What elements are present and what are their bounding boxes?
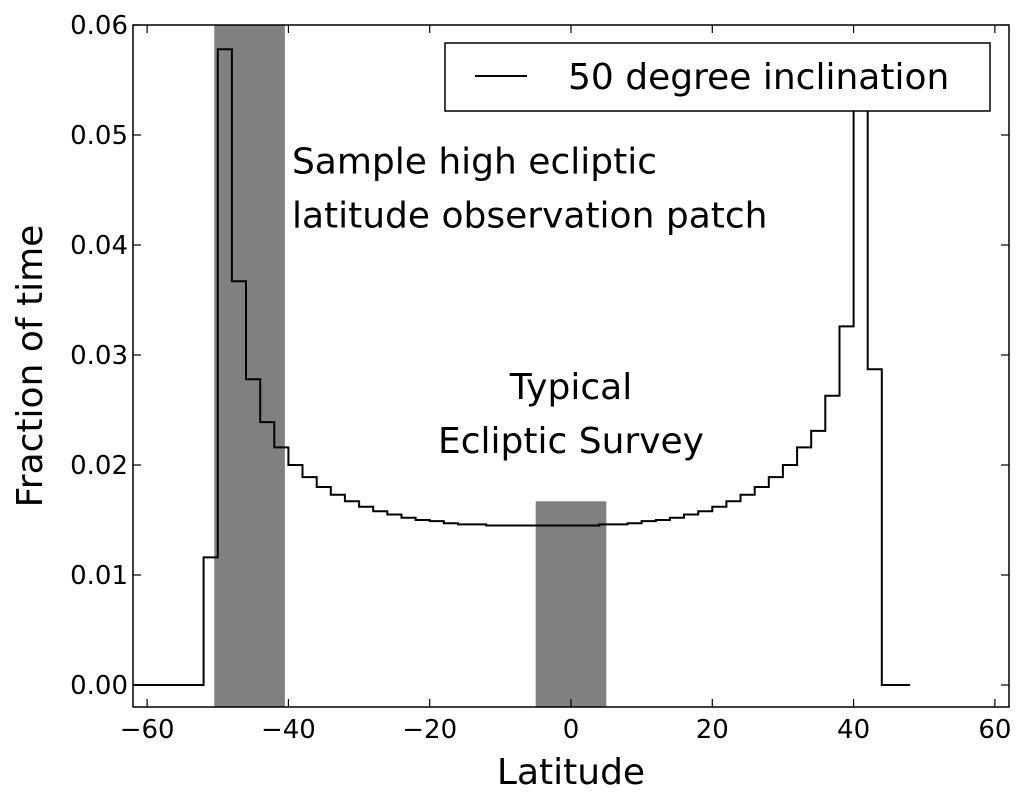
series-lines <box>133 48 911 686</box>
series-line-1 <box>133 48 911 686</box>
y-tick-label: 0.01 <box>70 561 128 591</box>
x-axis-title: Latitude <box>497 752 645 792</box>
x-tick-label: −40 <box>261 715 316 745</box>
y-tick-label: 0.02 <box>70 451 128 481</box>
annotations: Sample high ecliptic latitude observation… <box>292 142 768 463</box>
shaded-regions <box>214 25 607 707</box>
y-tick-label: 0.06 <box>70 11 128 41</box>
y-tick-label: 0.00 <box>70 671 128 701</box>
y-axis-title: Fraction of time <box>10 225 51 508</box>
y-tick-label: 0.04 <box>70 231 128 261</box>
x-tick-label: −60 <box>120 715 175 745</box>
x-tick-label: 60 <box>978 715 1011 745</box>
shaded-region-1 <box>214 25 285 707</box>
x-tick-label: −20 <box>402 715 457 745</box>
legend: 50 degree inclination <box>444 42 991 112</box>
annotation-2-line-2: Ecliptic Survey <box>438 421 704 462</box>
shaded-region-2 <box>535 501 607 707</box>
annotation-1-line-1: Sample high ecliptic <box>292 142 657 183</box>
annotation-2-line-1: Typical <box>509 367 632 408</box>
axis-tick-labels: −60 −40 −20 0 20 40 60 0.00 0.01 0.02 0.03 0.04 0.05… <box>70 11 1011 745</box>
annotation-1-line-2: latitude observation patch <box>292 196 768 237</box>
axis-ticks <box>133 24 1009 707</box>
x-tick-label: 40 <box>837 715 870 745</box>
y-tick-label: 0.03 <box>70 341 128 371</box>
x-tick-label: 0 <box>563 715 580 745</box>
legend-box <box>444 42 991 112</box>
x-tick-label: 20 <box>696 715 729 745</box>
legend-label: 50 degree inclination <box>568 57 949 98</box>
y-tick-label: 0.05 <box>70 121 128 151</box>
